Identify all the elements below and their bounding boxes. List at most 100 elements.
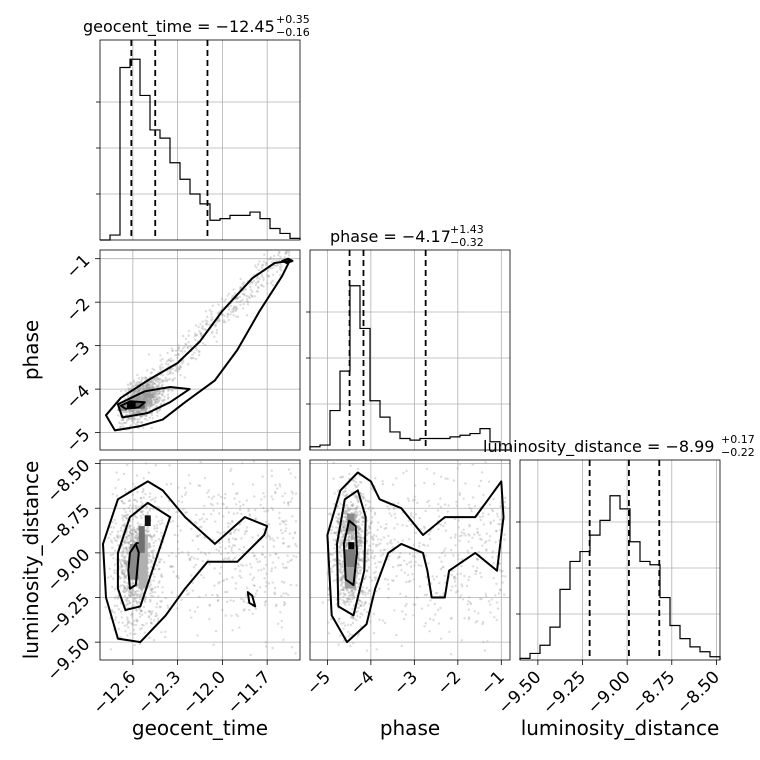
scatter-point	[214, 323, 217, 326]
scatter-point	[407, 580, 411, 583]
scatter-point	[152, 579, 155, 582]
scatter-point	[181, 350, 184, 353]
scatter-point	[152, 508, 155, 511]
scatter-point	[412, 578, 415, 581]
scatter-point	[199, 332, 202, 335]
scatter-point	[153, 575, 156, 578]
scatter-point	[404, 604, 407, 608]
scatter-point	[138, 397, 141, 400]
scatter-point	[410, 514, 413, 517]
scatter-point	[216, 530, 219, 534]
scatter-point	[129, 381, 132, 384]
scatter-point	[139, 421, 142, 424]
scatter-point	[399, 592, 402, 595]
scatter-point	[132, 398, 136, 401]
scatter-point	[365, 539, 369, 543]
scatter-point	[383, 548, 387, 551]
title-phase: phase = −4.17 +1.43 −0.32	[330, 223, 484, 249]
scatter-point	[125, 421, 128, 424]
scatter-point	[463, 617, 466, 620]
scatter-point	[337, 620, 340, 623]
scatter-point	[131, 418, 134, 421]
x-tick-label-phase: −3	[390, 667, 422, 699]
scatter-point	[161, 591, 164, 594]
scatter-point	[195, 534, 199, 538]
scatter-point	[201, 325, 205, 328]
scatter-point	[392, 579, 395, 582]
scatter-point	[372, 631, 376, 635]
scatter-point	[356, 615, 359, 618]
scatter-point	[171, 389, 174, 392]
scatter-point	[212, 643, 215, 647]
scatter-point	[367, 548, 370, 551]
scatter-point	[214, 629, 218, 633]
scatter-point	[144, 595, 147, 599]
scatter-point	[278, 266, 282, 269]
scatter-point	[236, 315, 240, 319]
scatter-point	[424, 509, 427, 513]
scatter-point	[467, 540, 470, 543]
scatter-point	[161, 366, 164, 369]
scatter-point	[387, 534, 390, 538]
y-tick-label-luminosity_distance: −9.25	[43, 590, 94, 641]
scatter-point	[274, 484, 277, 487]
scatter-point	[347, 603, 351, 606]
scatter-point	[115, 471, 118, 474]
scatter-point	[474, 621, 477, 624]
scatter-point	[442, 549, 446, 552]
scatter-point	[158, 392, 161, 395]
scatter-point	[156, 376, 159, 380]
scatter-point	[326, 573, 329, 576]
scatter-point	[262, 545, 265, 548]
scatter-point	[134, 384, 138, 387]
scatter-point	[240, 576, 243, 579]
scatter-point	[358, 559, 361, 563]
scatter-point	[184, 342, 187, 345]
scatter-point	[136, 373, 139, 377]
scatter-point	[282, 520, 285, 523]
scatter-point	[145, 402, 149, 405]
scatter-point	[153, 401, 156, 404]
scatter-point	[442, 524, 445, 528]
scatter-point	[134, 389, 137, 393]
scatter-point	[350, 593, 353, 596]
scatter-point	[141, 385, 145, 388]
scatter-point	[279, 263, 282, 266]
scatter-point	[492, 498, 495, 501]
scatter-point	[149, 405, 152, 408]
scatter-point	[179, 365, 183, 369]
scatter-point	[387, 587, 390, 591]
scatter-point	[207, 489, 210, 492]
scatter-point	[155, 376, 159, 379]
scatter-point	[503, 533, 506, 536]
scatter-point	[120, 499, 123, 503]
scatter-point	[283, 501, 286, 504]
scatter-point	[449, 589, 453, 592]
title-geocent-time-minus: −0.16	[276, 26, 310, 39]
scatter-point	[160, 631, 163, 634]
scatter-point	[369, 620, 372, 624]
scatter-point	[282, 638, 285, 641]
scatter-point	[230, 310, 233, 314]
scatter-point	[154, 392, 157, 395]
scatter-point	[148, 398, 151, 401]
scatter-point	[345, 503, 349, 507]
scatter-point	[356, 562, 360, 565]
scatter-point	[280, 594, 283, 598]
scatter-point	[130, 416, 133, 420]
scatter-point	[234, 309, 237, 313]
scatter-point	[339, 634, 342, 637]
scatter-point	[122, 411, 125, 414]
scatter-point	[125, 546, 128, 550]
scatter-point	[161, 522, 164, 525]
scatter-point	[201, 342, 205, 345]
scatter-point	[146, 383, 149, 387]
scatter-point	[150, 401, 153, 404]
scatter-point	[155, 606, 158, 609]
scatter-point	[281, 542, 285, 545]
scatter-point	[140, 610, 143, 613]
scatter-point	[231, 294, 234, 298]
scatter-point	[248, 296, 252, 300]
scatter-point	[281, 531, 284, 535]
scatter-point	[240, 537, 243, 540]
